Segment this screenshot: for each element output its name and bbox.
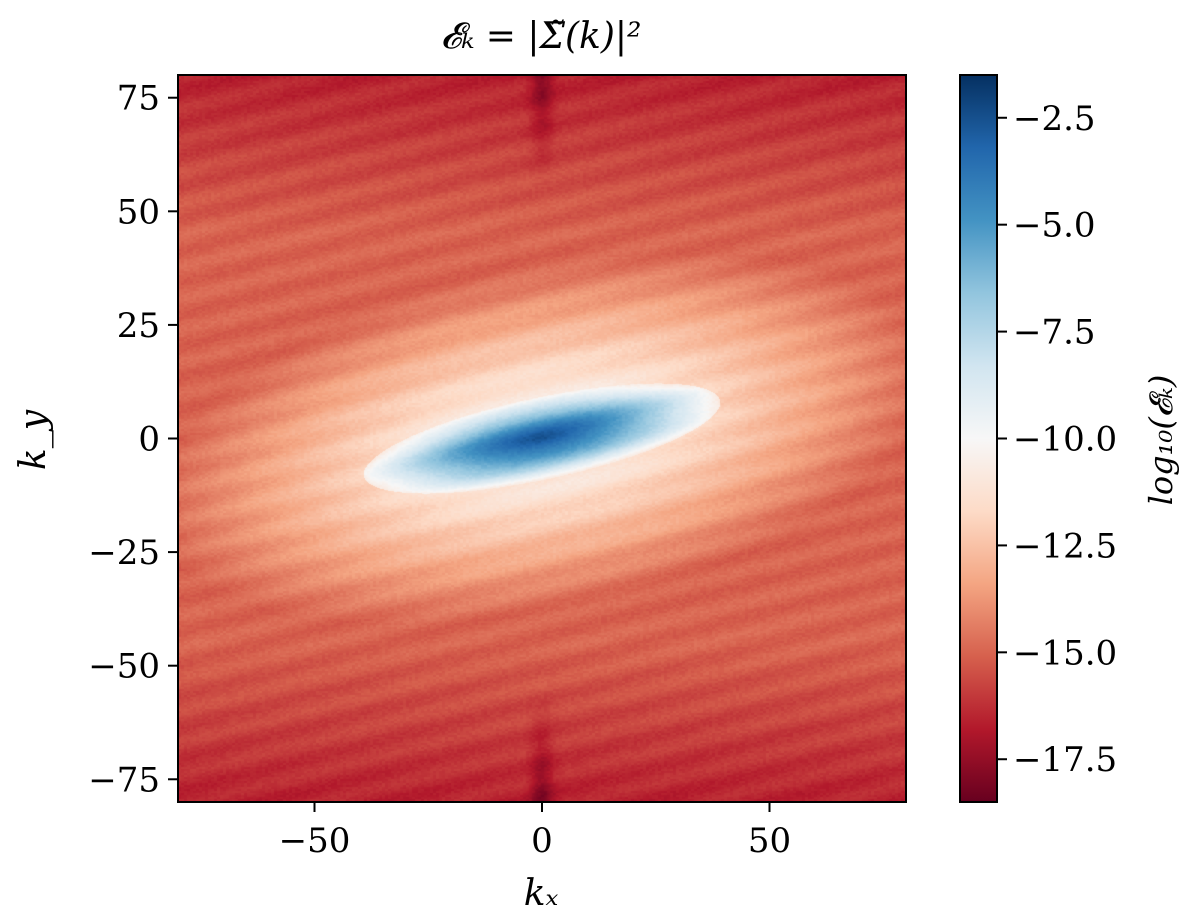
y-tick-label: −75 — [88, 760, 160, 800]
colorbar: −2.5 −5.0 −7.5 −10.0 −12.5 −15.0 −17.5 log₁₀(𝓔… — [959, 74, 1180, 803]
y-tick-label: 50 — [117, 192, 160, 232]
colorbar-tick-label: −10.0 — [1013, 420, 1117, 460]
y-axis-ticks: 75 50 25 0 −25 −50 −75 — [88, 79, 178, 800]
y-axis-label: k_y — [13, 409, 54, 470]
colorbar-label: log₁₀(𝓔ₖ) — [1142, 375, 1180, 506]
x-tick-label: −50 — [279, 821, 351, 861]
colorbar-bar — [959, 74, 998, 803]
heatmap-image — [178, 75, 906, 802]
plot-area: −50 0 50 75 50 25 0 −25 −50 −75 — [88, 74, 907, 861]
colorbar-tick-label: −15.0 — [1013, 633, 1117, 673]
heatmap-container — [178, 75, 906, 802]
y-tick-label: −50 — [88, 647, 160, 687]
x-axis-ticks: −50 0 50 — [279, 802, 791, 861]
colorbar-tick-label: −5.0 — [1013, 206, 1096, 246]
y-tick-label: 75 — [117, 79, 160, 119]
colorbar-ticks: −2.5 −5.0 −7.5 −10.0 −12.5 −15.0 −17.5 — [997, 99, 1117, 780]
colorbar-tick-label: −7.5 — [1013, 313, 1096, 353]
colorbar-tick-label: −17.5 — [1013, 740, 1117, 780]
colorbar-tick-label: −2.5 — [1013, 99, 1096, 139]
x-tick-label: 0 — [531, 821, 553, 861]
y-tick-label: 25 — [117, 306, 160, 346]
x-axis-label: kₓ — [524, 873, 559, 914]
x-tick-label: 50 — [748, 821, 791, 861]
y-tick-label: −25 — [88, 533, 160, 573]
chart-title: 𝓔ₖ = |Σ̃(k)|² — [441, 16, 642, 57]
y-tick-label: 0 — [138, 420, 160, 460]
colorbar-tick-label: −12.5 — [1013, 526, 1117, 566]
